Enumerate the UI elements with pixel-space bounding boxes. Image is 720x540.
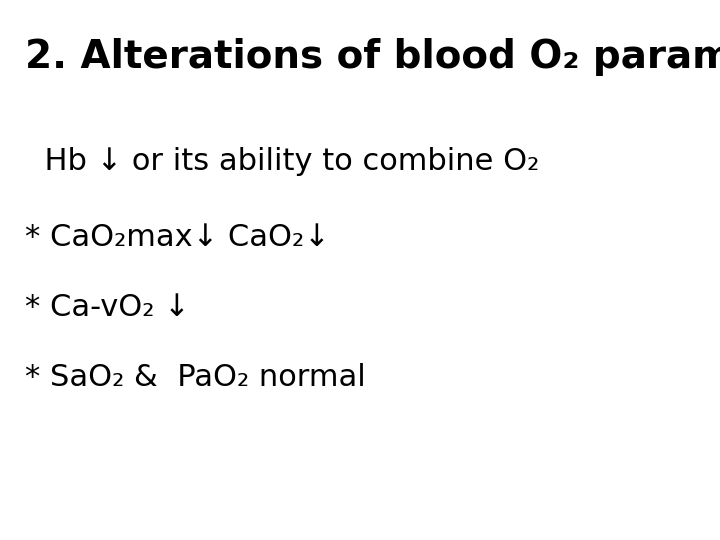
Text: * SaO₂ &  PaO₂ normal: * SaO₂ & PaO₂ normal — [25, 363, 366, 392]
Text: * CaO₂max↓ CaO₂↓: * CaO₂max↓ CaO₂↓ — [25, 222, 330, 252]
Text: 2. Alterations of blood O₂ parameters: 2. Alterations of blood O₂ parameters — [25, 37, 720, 76]
Text: Hb ↓ or its ability to combine O₂: Hb ↓ or its ability to combine O₂ — [25, 147, 539, 176]
Text: * Ca-vO₂ ↓: * Ca-vO₂ ↓ — [25, 293, 190, 322]
